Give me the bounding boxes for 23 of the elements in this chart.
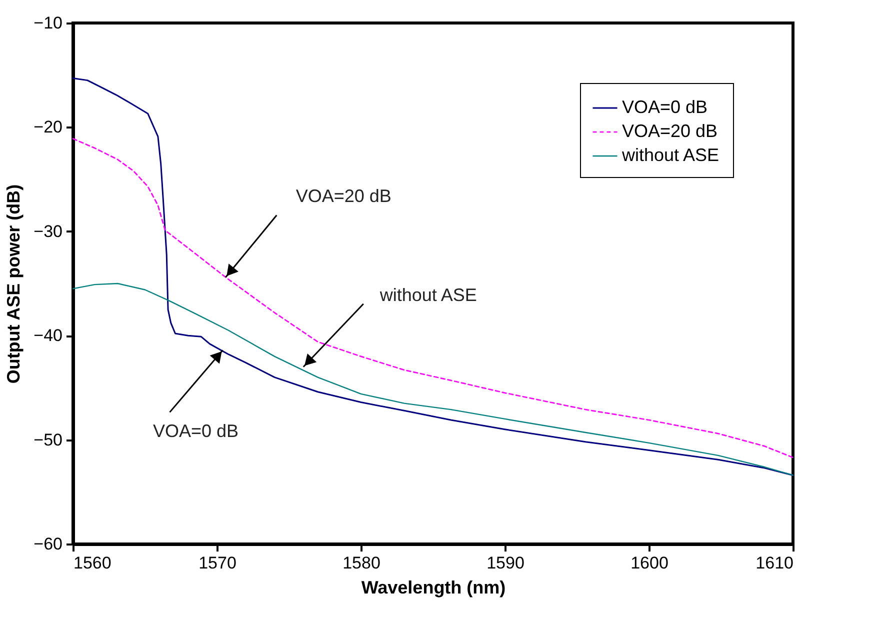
annotation: without ASE [378,284,477,305]
x-tick-label: 1570 [198,554,236,572]
x-tick-label: 1610 [756,554,794,572]
annotation: VOA=0 dB [152,421,239,442]
y-tick-label: −60 [34,534,62,554]
legend-label: without ASE [621,145,720,165]
x-tick-label: 1580 [342,554,380,572]
line-series [72,77,794,476]
x-tick-label: 1590 [486,554,524,572]
y-tick-label: −50 [34,430,62,450]
x-tick-label: 1560 [74,554,112,572]
line-series [72,282,794,476]
y-axis-title: Output ASE power (dB) [4,184,24,384]
x-axis-title: Wavelength (nm) [361,578,506,598]
y-tick-label: −20 [34,118,62,137]
legend-label: VOA=20 dB [622,121,718,141]
line-series [72,138,794,458]
legend-label: VOA=0 dB [622,97,708,117]
x-tick-label: 1600 [630,554,668,572]
y-tick-label: −10 [34,14,62,32]
y-tick-label: −40 [34,326,62,346]
y-tick-label: −30 [34,222,62,241]
annotation: VOA=20 dB [296,186,392,206]
